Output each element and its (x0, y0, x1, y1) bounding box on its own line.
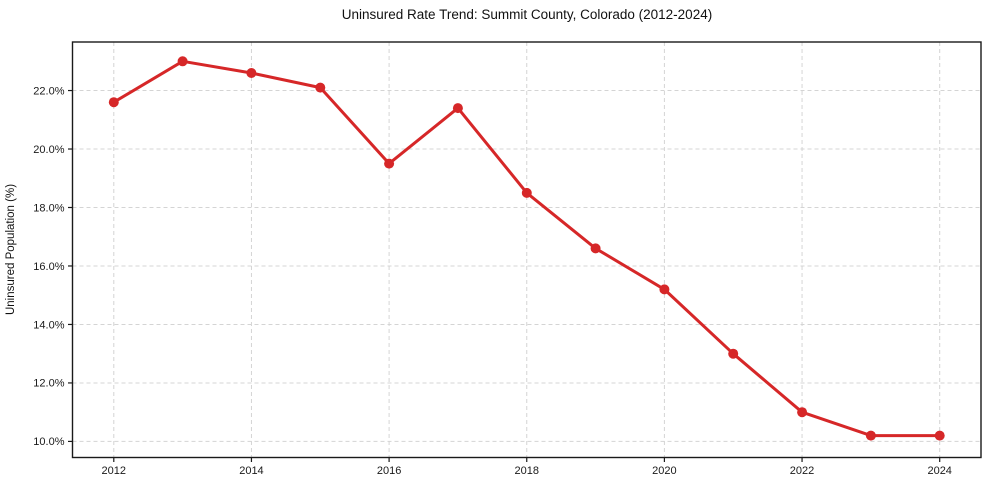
x-tick-label: 2014 (239, 465, 263, 477)
data-point (590, 243, 601, 254)
x-tick-label: 2018 (515, 465, 539, 477)
axes (68, 41, 982, 462)
data-point (384, 158, 395, 169)
data-point (797, 407, 808, 418)
data-point (246, 68, 257, 78)
x-tick-label: 2012 (102, 465, 126, 477)
y-tick-label: 10.0% (33, 436, 64, 448)
gridlines (72, 42, 981, 458)
x-tick-label: 2016 (377, 465, 401, 477)
y-tick-label: 12.0% (33, 378, 64, 390)
y-tick-label: 18.0% (33, 202, 64, 214)
trend-line-series (108, 56, 945, 441)
plot-border (71, 41, 982, 459)
data-point (315, 82, 326, 93)
x-tick-label: 2022 (790, 465, 814, 477)
x-tick-label: 2024 (927, 465, 951, 477)
data-point (108, 97, 119, 108)
x-tick-label: 2020 (652, 465, 676, 477)
data-point (728, 348, 739, 359)
data-point (934, 430, 945, 441)
y-tick-label: 22.0% (33, 85, 64, 97)
data-point (177, 56, 188, 67)
y-axis-label: Uninsured Population (%) (5, 184, 17, 315)
data-point (659, 284, 670, 295)
y-tick-label: 16.0% (33, 261, 64, 273)
data-point (521, 187, 532, 198)
y-tick-label: 14.0% (33, 319, 64, 331)
data-point (865, 430, 876, 441)
tick-labels: 10.0% 12.0% 14.0% 16.0% 18.0% 20.0% 22.0% 2012 2… (33, 85, 952, 477)
y-tick-label: 20.0% (33, 144, 64, 156)
data-point (452, 103, 463, 114)
chart-title: Uninsured Rate Trend: Summit County, Col… (342, 7, 712, 22)
